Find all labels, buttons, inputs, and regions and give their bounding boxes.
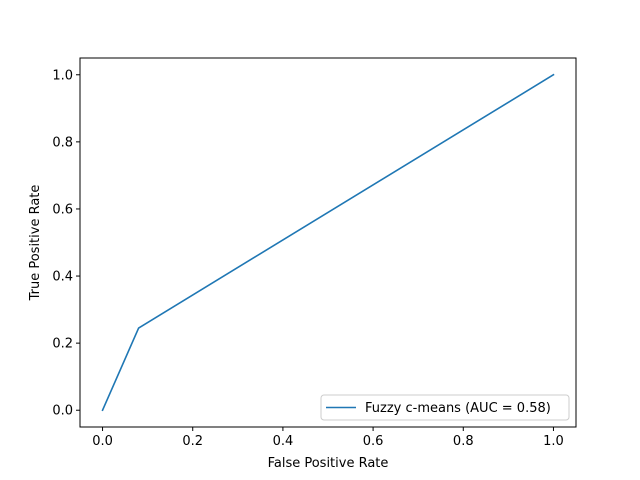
x-tick-label: 0.6	[363, 434, 384, 449]
legend-box	[320, 394, 570, 421]
y-tick-label: 0.0	[52, 404, 73, 419]
plot-frame	[79, 57, 577, 428]
legend: Fuzzy c-means (AUC = 0.58)	[320, 394, 570, 421]
y-tick-label: 1.0	[52, 68, 73, 83]
x-tick-label: 1.0	[543, 434, 564, 449]
x-axis-ticks: 0.0 0.2 0.4 0.6 0.8 1.0	[92, 427, 564, 449]
y-tick-label: 0.8	[52, 135, 73, 150]
series-layer	[101, 73, 555, 412]
y-tick-label: 0.4	[52, 270, 73, 285]
y-axis-label: True Positive Rate	[28, 185, 43, 302]
y-tick-label: 0.2	[52, 337, 73, 352]
roc-curve-line	[101, 73, 555, 412]
legend-label: Fuzzy c-means (AUC = 0.58)	[365, 401, 551, 416]
x-axis-label: False Positive Rate	[268, 456, 389, 471]
x-tick-label: 0.8	[453, 434, 474, 449]
y-axis-ticks: 0.0 0.2 0.4 0.6 0.8 1.0	[52, 68, 80, 419]
x-tick-label: 0.0	[92, 434, 113, 449]
x-tick-label: 0.4	[273, 434, 294, 449]
y-tick-label: 0.6	[52, 202, 73, 217]
x-tick-label: 0.2	[182, 434, 203, 449]
plot-area	[80, 58, 576, 427]
